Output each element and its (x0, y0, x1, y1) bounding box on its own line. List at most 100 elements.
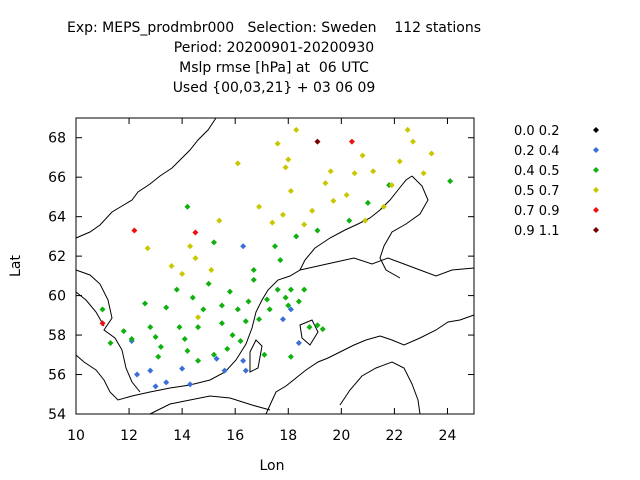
station-marker (200, 306, 207, 313)
station-marker (388, 182, 395, 189)
coastline-map (75, 117, 475, 415)
x-tick-label: 24 (439, 428, 457, 444)
legend-marker (593, 127, 599, 133)
station-marker (250, 266, 257, 273)
station-marker (141, 300, 148, 307)
legend-marker (593, 147, 599, 153)
station-marker (351, 170, 358, 177)
legend-label: 0.2 0.4 (514, 144, 559, 159)
y-tick-label: 58 (48, 328, 66, 344)
y-tick-label: 68 (48, 131, 66, 147)
station-marker (287, 188, 294, 195)
plot-frame (75, 117, 475, 415)
station-marker (274, 286, 281, 293)
x-tick-label: 14 (173, 428, 191, 444)
station-marker (187, 243, 194, 250)
x-tick-label: 22 (385, 428, 403, 444)
station-marker (314, 322, 321, 329)
station-marker (261, 351, 268, 358)
station-marker (192, 229, 199, 236)
station-marker (128, 336, 135, 343)
x-axis-label: Lon (260, 458, 285, 474)
station-marker (277, 257, 284, 264)
station-marker (187, 381, 194, 388)
station-marker (293, 233, 300, 240)
station-marker (181, 336, 188, 343)
station-marker (221, 367, 228, 374)
station-marker (242, 318, 249, 325)
legend-label: 0.4 0.5 (514, 164, 559, 179)
station-marker (152, 334, 159, 341)
station-marker (396, 158, 403, 165)
station-marker (287, 306, 294, 313)
station-marker (152, 383, 159, 390)
chart-title-line-2: Period: 20200901-20200930 (173, 40, 375, 56)
station-marker (295, 298, 302, 305)
station-marker (179, 270, 186, 277)
station-marker (314, 138, 321, 145)
station-marker (168, 263, 175, 269)
station-marker (226, 288, 233, 295)
station-marker (157, 343, 164, 350)
station-marker (420, 170, 427, 177)
station-marker (237, 337, 244, 344)
station-marker (279, 211, 286, 218)
y-tick-label: 62 (48, 249, 66, 265)
station-marker (256, 316, 263, 323)
station-marker (245, 298, 252, 305)
chart-title-line-3: Mslp rmse [hPa] at 06 UTC (179, 60, 369, 76)
station-marker (282, 164, 289, 171)
station-marker (242, 367, 249, 374)
station-marker (346, 217, 353, 224)
station-marker (195, 357, 202, 364)
station-marker (287, 353, 294, 360)
station-marker (184, 347, 191, 354)
y-tick-label: 66 (48, 170, 66, 186)
y-tick-label: 56 (48, 368, 66, 384)
station-marker (319, 326, 326, 333)
x-axis-ticks: 10 12 14 16 18 20 22 24 (67, 118, 456, 444)
station-marker (309, 207, 316, 214)
station-marker (404, 126, 411, 133)
legend-marker (593, 227, 599, 233)
station-marker (192, 255, 199, 262)
station-marker (224, 345, 231, 352)
station-marker (163, 304, 170, 311)
station-marker (155, 353, 162, 360)
station-marker (327, 168, 334, 175)
station-marker (301, 221, 308, 228)
x-tick-label: 12 (120, 428, 138, 444)
legend-label: 0.7 0.9 (514, 204, 559, 219)
station-marker (163, 379, 170, 386)
station-marker (144, 245, 151, 252)
station-marker (282, 294, 289, 301)
station-markers (99, 126, 454, 390)
station-marker (134, 371, 141, 378)
station-marker (447, 178, 454, 185)
station-marker (131, 227, 138, 234)
legend-label: 0.5 0.7 (514, 184, 559, 199)
x-tick-label: 20 (332, 428, 350, 444)
y-axis-label: Lat (8, 255, 24, 277)
station-marker (279, 316, 286, 323)
station-marker (266, 306, 273, 313)
x-tick-label: 10 (67, 428, 85, 444)
station-marker (240, 357, 247, 364)
station-marker (234, 160, 241, 167)
station-marker (285, 156, 292, 163)
y-tick-label: 54 (48, 407, 66, 423)
station-marker (195, 324, 202, 331)
chart-title-line-4: Used {00,03,21} + 03 06 09 (172, 80, 376, 96)
station-marker (213, 355, 220, 362)
y-tick-label: 64 (48, 210, 66, 226)
station-marker (147, 324, 154, 331)
station-marker (322, 180, 329, 187)
station-marker (272, 243, 278, 250)
station-marker (306, 324, 313, 331)
station-marker (218, 320, 225, 327)
station-marker (99, 320, 106, 327)
station-marker (234, 306, 241, 313)
legend-label: 0.0 0.2 (514, 124, 559, 139)
station-marker (107, 339, 114, 346)
station-marker (364, 199, 371, 206)
